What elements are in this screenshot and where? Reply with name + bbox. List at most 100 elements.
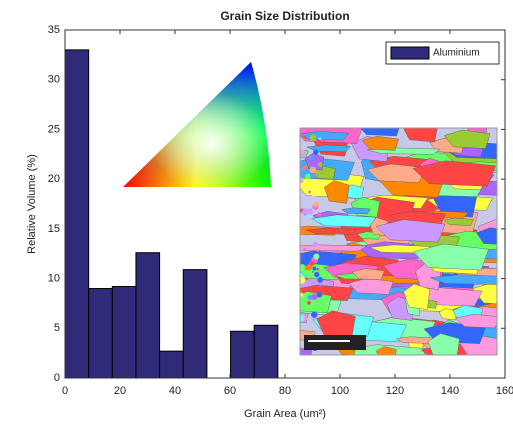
grain-small [300,314,305,322]
grain [413,243,489,271]
grain-small [317,277,324,283]
grain-small [305,264,312,271]
grain [305,227,357,235]
grain-small [305,277,309,281]
grain-small [303,135,307,139]
grain-small [310,311,318,318]
ipf-triangle-white [123,62,271,187]
grain [412,160,496,187]
map-border [299,127,498,356]
grain [455,313,497,329]
ipf-legend [123,62,271,187]
legend-swatch [390,46,430,60]
grain-small [300,254,303,257]
grain-small [303,316,308,321]
y-tick-label: 20 [48,173,60,185]
grain [403,128,438,143]
grain-small [300,264,306,271]
legend-label: Aluminium [433,48,480,59]
y-tick-label: 35 [48,24,60,36]
grain-small [307,294,313,301]
grain [429,274,497,285]
grain [443,129,491,149]
y-tick-label: 25 [48,123,60,135]
x-axis-label: Grain Area (um²) [244,408,326,420]
grain-small [312,241,319,248]
grain-small [316,268,320,271]
grain-small [312,276,315,279]
bar [159,350,184,379]
plot-area: 0 5 10 15 20 25 30 35 0 20 40 60 80 100 120 140 160 [48,24,513,397]
grain-small [309,215,313,219]
grain [362,136,399,151]
grain-small [314,271,320,278]
scale-bar-box [304,335,366,350]
grain [443,217,474,226]
bar [111,286,137,379]
grain [375,346,397,355]
bar [230,330,255,379]
y-tick-label: 10 [48,272,60,284]
grain-small [309,155,315,161]
grain-small [318,137,322,141]
grain-small [316,139,321,144]
grain-small [309,166,317,174]
grain-small [313,253,320,260]
chart-title: Grain Size Distribution [220,9,349,23]
x-tick-label: 160 [496,385,513,397]
grain-small [316,131,323,138]
grain [351,268,385,281]
grain-small [313,149,319,155]
grain [311,214,377,228]
x-tick-label: 60 [224,385,236,397]
grain [360,128,400,137]
grain-small [311,293,318,301]
y-tick-label: 15 [48,223,60,235]
grain-small [303,247,306,251]
x-tick-label: 40 [169,385,181,397]
grain-small [303,165,308,170]
bar [253,324,279,379]
bar [88,288,113,379]
x-tick-label: 0 [62,385,68,397]
grain [403,283,431,310]
grain-small [300,292,304,297]
grain-small [305,173,311,180]
grain-small [300,149,305,154]
grain-small [310,189,318,197]
bar [182,269,208,379]
grain [316,310,356,339]
grain-small [302,208,309,215]
y-tick-label: 5 [54,322,60,334]
x-tick-label: 20 [114,385,126,397]
grain [300,244,368,252]
grain [341,207,371,215]
grain-small [300,276,306,284]
grain-small [316,292,322,298]
grain [324,180,350,204]
grain-small [301,166,305,171]
grain-small [313,174,316,177]
grain [375,219,446,243]
grain [300,291,332,314]
y-tick-label: 30 [48,74,60,86]
x-tick-label: 100 [331,385,349,397]
grain [300,347,312,355]
y-axis-label: Relative Volume (%) [26,154,38,254]
grain [427,333,460,355]
grain-small [317,249,320,253]
grain-small [318,162,323,167]
grain-small [318,284,322,287]
y-tick-label: 0 [54,372,60,384]
ebsd-map [300,128,497,355]
grain-small [311,270,315,273]
bar [135,252,161,379]
grain [476,227,497,245]
grain-small [312,266,317,271]
grain-small [307,300,311,305]
grain-small [309,134,317,141]
x-tick-label: 140 [441,385,459,397]
x-tick-label: 80 [279,385,291,397]
grain-small [307,208,313,215]
